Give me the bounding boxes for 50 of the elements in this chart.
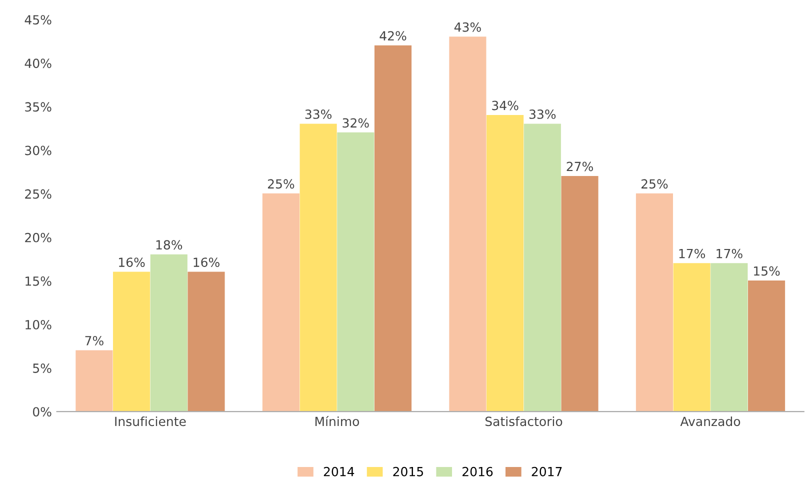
- legend-label: 2014: [324, 466, 354, 476]
- y-tick-label: 0%: [32, 407, 52, 417]
- data-label: 17%: [679, 248, 706, 258]
- data-label: 16%: [194, 258, 220, 268]
- data-label: 27%: [566, 162, 593, 172]
- bar: [636, 193, 674, 412]
- data-label: 33%: [305, 109, 332, 119]
- data-label: 17%: [716, 248, 742, 258]
- data-label: 25%: [268, 179, 294, 189]
- y-tick-label: 45%: [24, 15, 52, 25]
- y-tick-label: 35%: [25, 102, 52, 112]
- y-tick-label: 25%: [25, 189, 52, 199]
- x-tick-label: Avanzado: [680, 416, 740, 426]
- bar: [150, 254, 188, 412]
- data-label: 18%: [156, 240, 182, 250]
- data-label: 34%: [492, 100, 518, 110]
- y-tick-label: 10%: [26, 320, 52, 330]
- bar: [300, 124, 337, 412]
- data-label: 42%: [380, 31, 406, 41]
- data-label: 33%: [529, 109, 556, 119]
- bar: [188, 272, 225, 412]
- data-label: 16%: [119, 258, 145, 268]
- y-tick-label: 20%: [25, 232, 52, 242]
- x-tick-label: Insuficiente: [115, 416, 186, 426]
- bar: [486, 115, 524, 412]
- bar: [524, 124, 561, 412]
- bar: [748, 280, 786, 412]
- y-tick-label: 40%: [24, 58, 52, 68]
- bar: [262, 193, 300, 412]
- legend-label: 2015: [393, 466, 424, 476]
- data-label: 15%: [754, 266, 780, 276]
- y-tick-label: 30%: [25, 146, 52, 156]
- bar: [113, 272, 150, 412]
- x-tick-label: Satisfactorio: [485, 416, 562, 426]
- data-label: 25%: [641, 179, 668, 189]
- x-tick-label: Mínimo: [315, 416, 360, 426]
- bar: [76, 350, 113, 412]
- bar: [710, 263, 748, 412]
- bar: [561, 176, 598, 412]
- legend-label: 2017: [532, 466, 562, 476]
- y-tick-label: 5%: [33, 364, 52, 373]
- data-label: 7%: [85, 336, 104, 346]
- y-tick-label: 15%: [26, 276, 52, 286]
- bar: [673, 263, 710, 412]
- bar: [449, 36, 486, 412]
- data-label: 32%: [342, 118, 369, 128]
- legend-label: 2016: [462, 466, 493, 476]
- data-label: 43%: [454, 22, 481, 32]
- bar: [337, 132, 374, 412]
- bar: [374, 45, 412, 412]
